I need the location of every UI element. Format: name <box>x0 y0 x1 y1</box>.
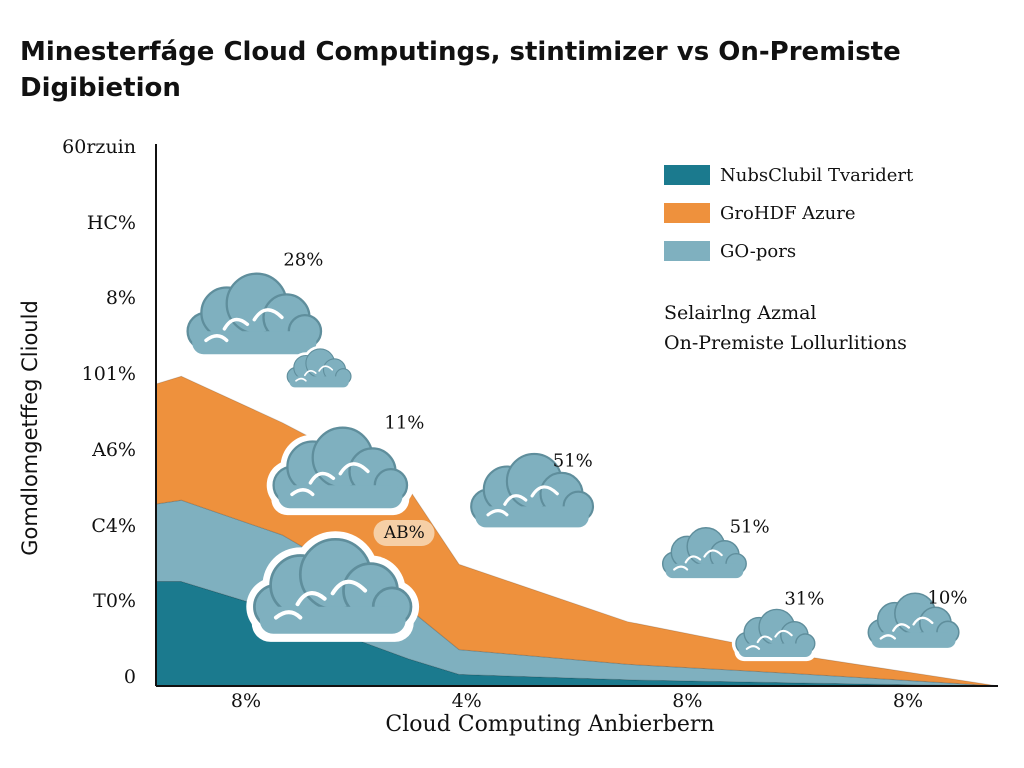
x-tick-label: 8% <box>672 690 703 712</box>
x-tick-label: 8% <box>892 690 924 712</box>
cloud-curl <box>673 549 723 571</box>
cloud-base <box>871 632 956 648</box>
y-tick-label: HC% <box>86 211 136 234</box>
legend-swatch <box>664 241 710 261</box>
cloud-curl <box>486 485 559 517</box>
chart-note: Selairlng Azmal On-Premiste Lollurlition… <box>664 298 907 358</box>
cloud-icon <box>658 523 751 583</box>
legend-swatch <box>664 203 710 223</box>
chart-title: Minesterfáge Cloud Computings, stintimiz… <box>20 34 980 106</box>
data-label: 11% <box>384 412 425 434</box>
legend-item: GO-pors <box>664 232 913 270</box>
y-tick-label: 101% <box>81 363 136 386</box>
data-label: 51% <box>552 450 593 472</box>
legend-label: NubsClubil Tvaridert <box>720 164 914 186</box>
data-label: AB% <box>373 520 435 547</box>
data-label: 51% <box>729 516 770 538</box>
legend-label: GroHDF Azure <box>720 202 856 224</box>
x-tick-label: 8% <box>230 690 262 712</box>
y-axis-label: Gomdlomgetffeg Cliould <box>18 300 42 556</box>
cloud-base <box>665 563 744 579</box>
cloud-icon <box>464 447 600 534</box>
cloud-base <box>289 376 349 388</box>
data-label: 10% <box>927 587 968 609</box>
y-tick-label: 60rzuin <box>62 136 136 158</box>
cloud-base <box>475 506 589 528</box>
x-tick-label: 4% <box>451 690 482 712</box>
cloud-curl <box>204 308 284 343</box>
chart-title-line-1: Minesterfáge Cloud Computings, stintimiz… <box>20 37 901 67</box>
y-tick-label: 0 <box>123 666 136 688</box>
y-tick-label: A6% <box>92 438 136 461</box>
data-label: 31% <box>784 588 825 610</box>
cloud-icon <box>180 266 328 362</box>
cloud-curl <box>273 579 368 620</box>
cloud-icon <box>731 605 819 662</box>
cloud-icon <box>863 588 964 653</box>
cloud-curl <box>290 462 370 497</box>
cloud-base <box>738 643 813 658</box>
legend-item: GroHDF Azure <box>664 194 913 232</box>
y-tick-label: C4% <box>91 514 136 537</box>
cloud-icon <box>246 531 420 642</box>
chart-title-line-2: Digibietion <box>20 73 181 103</box>
x-axis-label: Cloud Computing Anbierbern <box>385 712 715 737</box>
cloud-icon <box>283 345 355 391</box>
legend: NubsClubil Tvaridert GroHDF Azure GO-por… <box>664 156 913 270</box>
y-tick-label: 8% <box>105 287 136 310</box>
legend-label: GO-pors <box>720 240 797 262</box>
cloud-base <box>259 606 406 634</box>
legend-swatch <box>664 165 710 185</box>
data-label: 28% <box>283 249 324 271</box>
chart-note-line-1: Selairlng Azmal <box>664 302 817 324</box>
cloud-curl <box>745 629 793 650</box>
cloud-base <box>192 331 317 355</box>
cloud-icon <box>266 420 414 516</box>
cloud-base <box>278 485 403 509</box>
cloud-curl <box>295 365 334 382</box>
legend-item: NubsClubil Tvaridert <box>664 156 913 194</box>
cloud-curl <box>879 616 934 640</box>
y-tick-label: T0% <box>93 590 136 613</box>
chart-note-line-2: On-Premiste Lollurlitions <box>664 332 907 354</box>
